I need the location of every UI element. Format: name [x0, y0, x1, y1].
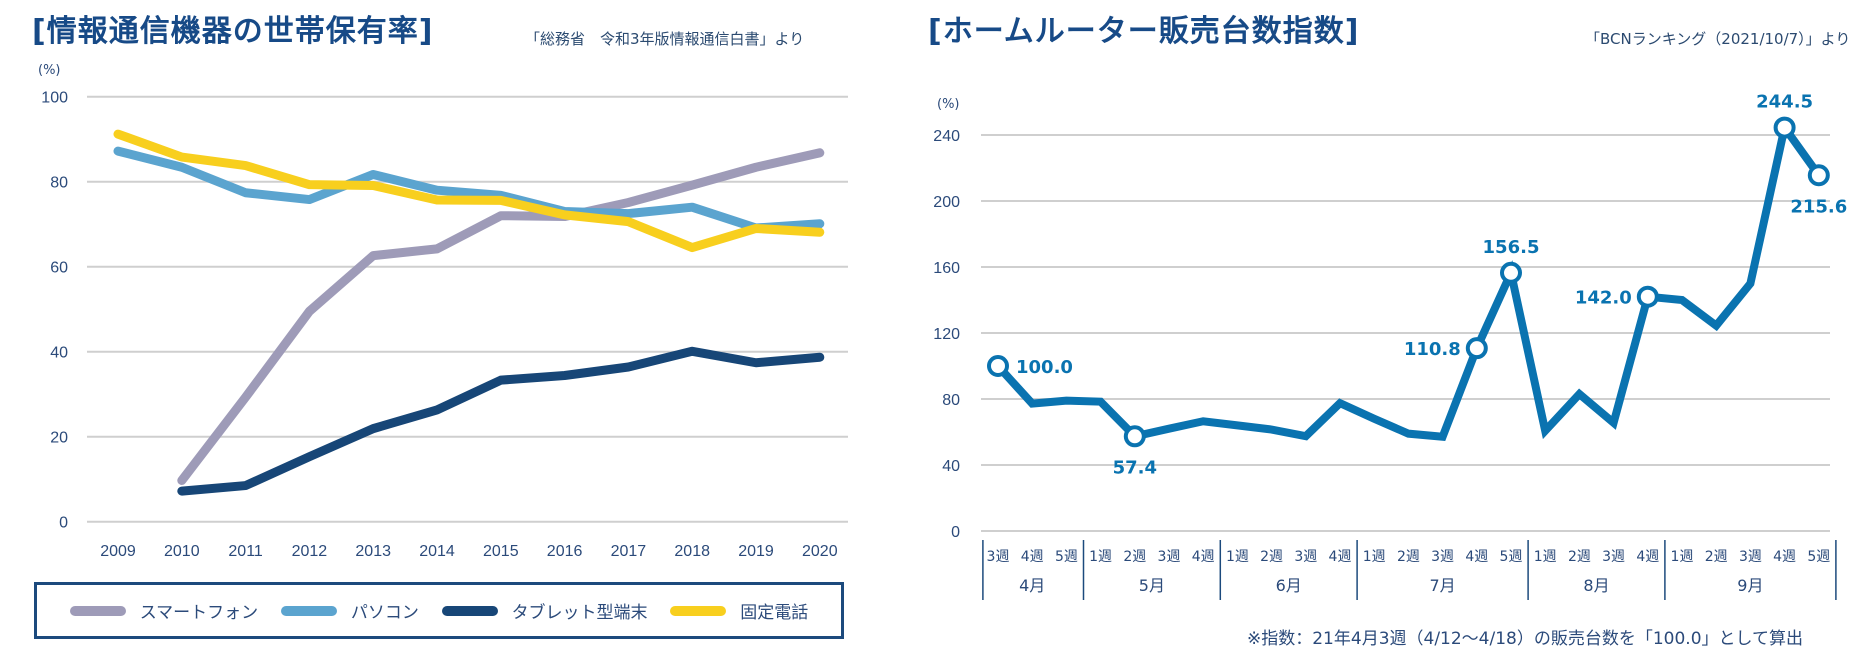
y-tick-label: 80: [50, 175, 68, 192]
legend-swatch-landline: [670, 605, 727, 616]
x-tick-label-week: 4週: [1773, 549, 1796, 565]
x-tick-label: 2016: [547, 543, 583, 560]
series-line: [994, 117, 1823, 442]
x-tick-label-week: 3週: [987, 549, 1010, 565]
x-tick-label-week: 3週: [1431, 549, 1454, 565]
x-tick-label-week: 1週: [1226, 549, 1249, 565]
legend-item-pc: パソコン: [280, 598, 419, 623]
x-tick-label: 2019: [738, 543, 774, 560]
x-tick-label: 2020: [802, 543, 838, 560]
series-line-1: [177, 148, 825, 485]
y-tick-label: 60: [50, 260, 68, 277]
legend-swatch-smartphone: [69, 605, 126, 616]
series-line-2: [113, 146, 825, 233]
data-point-marker: [1500, 261, 1522, 284]
y-tick-label: 40: [942, 458, 960, 475]
x-tick-label-week: 5週: [1055, 549, 1078, 565]
right-chart-footnote: ※指数：21年4月3週（4/12～4/18）の販売台数を「100.0」として算出: [1247, 629, 1804, 649]
legend-item-landline: 固定電話: [670, 598, 808, 623]
series-line-4: [113, 129, 825, 253]
right-line-chart: (%) 0 40 80 120 160 200 240 3週 4週 5週 4月 1週 2週 3週 4週 5月 1週…: [933, 92, 1847, 600]
x-tick-label-week: 3週: [1739, 549, 1762, 565]
y-axis-unit: (%): [38, 63, 61, 78]
x-tick-label-month: 7月: [1430, 576, 1456, 595]
y-tick-label: 200: [933, 194, 960, 211]
x-tick-label-month: 8月: [1583, 576, 1609, 595]
data-point-marker: [1636, 285, 1659, 308]
y-tick-label: 40: [50, 345, 68, 362]
x-tick-label: 2018: [674, 543, 710, 560]
x-tick-label: 2014: [419, 543, 455, 560]
left-line-chart: (%) 0 20 40 60 80 100 2009 2010 2011 2012 2013 2014 2…: [38, 63, 848, 560]
series-line-3: [177, 346, 825, 496]
x-tick-label-week: 5週: [1500, 549, 1523, 565]
x-tick-label: 2015: [483, 543, 519, 560]
data-label: 110.8: [1404, 339, 1461, 360]
x-tick-label-week: 4週: [1636, 549, 1659, 565]
x-tick-label-month: 6月: [1276, 576, 1302, 595]
x-tick-label-week: 4週: [1329, 549, 1352, 565]
y-tick-label: 120: [933, 326, 960, 343]
data-point-marker: [987, 355, 1009, 377]
y-tick-label: 240: [933, 128, 960, 145]
x-tick-label-week: 3週: [1294, 549, 1317, 565]
x-tick-label-week: 2週: [1260, 549, 1283, 565]
left-chart-legend: スマートフォン パソコン タブレット型端末 固定電話: [34, 582, 844, 639]
y-tick-label: 0: [951, 524, 960, 541]
legend-item-smartphone: スマートフォン: [69, 598, 259, 623]
x-tick-label: 2013: [355, 543, 391, 560]
legend-label: 固定電話: [740, 603, 809, 623]
y-tick-label: 160: [933, 260, 960, 277]
x-tick-label: 2009: [100, 543, 136, 560]
left-chart-title: [情報通信機器の世帯保有率]: [32, 14, 434, 49]
right-chart-title: [ホームルーター販売台数指数]: [928, 14, 1360, 49]
x-tick-label-week: 5週: [1807, 549, 1830, 565]
x-tick-label: 2017: [611, 543, 647, 560]
right-chart-source: 「BCNランキング（2021/10/7）」より: [1585, 30, 1851, 48]
y-tick-label: 100: [41, 90, 68, 107]
data-point-marker: [1123, 425, 1146, 448]
data-label: 156.5: [1483, 237, 1540, 258]
x-tick-label-week: 4週: [1192, 549, 1215, 565]
x-tick-label-week: 3週: [1602, 549, 1625, 565]
data-label: 142.0: [1575, 288, 1632, 309]
legend-label: パソコン: [350, 603, 419, 623]
x-tick-label-week: 1週: [1363, 549, 1386, 565]
data-label: 215.6: [1790, 196, 1847, 217]
x-tick-label: 2011: [228, 543, 263, 560]
data-point-marker: [1807, 164, 1830, 187]
x-tick-label-week: 2週: [1397, 549, 1420, 565]
x-tick-label-week: 2週: [1705, 549, 1728, 565]
legend-swatch-pc: [280, 605, 337, 616]
data-point-marker: [1465, 337, 1488, 360]
y-tick-label: 80: [942, 392, 960, 409]
x-tick-label-week: 2週: [1568, 549, 1591, 565]
y-axis-unit: (%): [937, 97, 960, 112]
data-point-marker: [1773, 116, 1796, 139]
x-tick-label-month: 5月: [1139, 576, 1165, 595]
legend-label: タブレット型端末: [511, 603, 648, 623]
y-tick-label: 20: [50, 430, 68, 447]
data-label: 57.4: [1113, 457, 1157, 478]
data-label: 100.0: [1016, 357, 1073, 378]
x-tick-label-week: 1週: [1089, 549, 1112, 565]
x-tick-label-week: 4週: [1465, 549, 1488, 565]
y-tick-label: 0: [59, 515, 68, 532]
x-tick-label-week: 1週: [1671, 549, 1694, 565]
x-tick-label: 2010: [164, 543, 200, 560]
x-tick-label-month: 4月: [1019, 576, 1045, 595]
x-tick-label-week: 2週: [1123, 549, 1146, 565]
legend-item-tablet: タブレット型端末: [441, 598, 648, 623]
x-tick-label-week: 4週: [1021, 549, 1044, 565]
legend-swatch-tablet: [441, 605, 498, 616]
x-tick-label-week: 3週: [1158, 549, 1181, 565]
x-tick-label-week: 1週: [1534, 549, 1557, 565]
x-tick-label-month: 9月: [1737, 576, 1763, 595]
x-tick-label: 2012: [292, 543, 328, 560]
left-chart-source: 「総務省 令和3年版情報通信白書」より: [525, 30, 805, 48]
data-label: 244.5: [1756, 92, 1813, 113]
legend-label: スマートフォン: [139, 603, 259, 623]
